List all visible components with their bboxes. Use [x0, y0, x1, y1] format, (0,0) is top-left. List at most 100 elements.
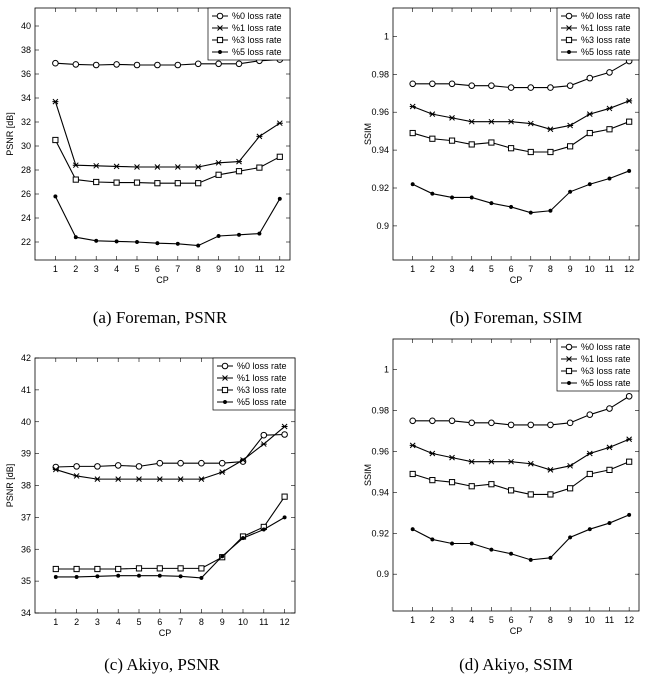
data-point-s1-3	[448, 417, 456, 425]
legend-label: %0 loss rate	[232, 11, 282, 21]
data-point-s3-3	[93, 178, 100, 186]
x-axis-label: CP	[510, 626, 523, 636]
data-point-s4-4	[116, 573, 121, 578]
data-point-s4-8	[548, 555, 553, 560]
x-tick-label: 1	[410, 264, 415, 274]
data-point-s3-7	[177, 565, 184, 572]
x-tick-label: 3	[450, 615, 455, 625]
data-point-s4-3	[95, 574, 100, 579]
chart-panel-3: 1 2 3 4 5 6 7 8 9 10 11 12343536373839404142CPPSNR …	[5, 353, 296, 674]
legend-label: %3 loss rate	[581, 35, 631, 45]
series-line-2	[55, 426, 285, 480]
data-point-s3-4	[468, 141, 475, 148]
data-point-s1-4	[468, 82, 476, 89]
data-point-s4-2	[430, 191, 435, 196]
legend-marker	[566, 49, 572, 55]
x-tick-label: 4	[114, 264, 119, 274]
data-point-s1-8	[198, 459, 205, 467]
legend-label: %5 loss rate	[581, 378, 631, 388]
x-tick-label: 5	[489, 615, 494, 625]
y-tick-label: 32	[21, 117, 31, 127]
data-point-s1-1	[409, 417, 416, 425]
data-point-s3-1	[409, 470, 416, 478]
x-tick-label: 1	[53, 264, 58, 274]
data-point-s1-9	[218, 459, 226, 467]
y-tick-label: 36	[21, 544, 31, 554]
data-point-s2-5	[488, 118, 495, 125]
data-point-s2-10	[236, 158, 242, 165]
x-tick-label: 12	[624, 264, 634, 274]
figure-caption: (a) Foreman, PSNR	[93, 308, 228, 327]
series-line-1	[412, 395, 630, 426]
x-tick-label: 8	[199, 617, 204, 627]
series-line-1	[55, 59, 280, 66]
data-point-s3-3	[448, 479, 456, 486]
data-point-s2-11	[606, 105, 613, 112]
data-point-s1-2	[72, 61, 80, 68]
series-line-2	[412, 100, 630, 130]
data-point-s3-2	[429, 477, 436, 484]
data-point-s2-6	[154, 164, 161, 170]
data-point-s2-9	[567, 462, 574, 469]
x-tick-label: 5	[489, 264, 494, 274]
y-tick-label: 0.92	[371, 528, 389, 538]
data-point-s1-11	[606, 69, 613, 76]
series-line-3	[412, 461, 630, 495]
data-point-s3-10	[235, 168, 243, 175]
data-point-s3-1	[52, 136, 59, 144]
x-tick-label: 5	[134, 264, 139, 274]
legend-marker	[565, 367, 573, 375]
data-point-s4-11	[257, 231, 262, 236]
data-point-s1-9	[215, 60, 222, 68]
data-point-s3-6	[507, 145, 515, 152]
figure-caption: (c) Akiyo, PSNR	[104, 655, 220, 674]
data-point-s2-9	[215, 159, 222, 166]
data-point-s1-8	[547, 84, 554, 91]
data-point-s2-1	[52, 98, 59, 105]
y-tick-label: 34	[21, 93, 31, 103]
data-point-s3-5	[488, 481, 495, 488]
data-point-s4-9	[220, 554, 225, 559]
x-tick-label: 9	[220, 617, 225, 627]
y-tick-label: 0.94	[371, 145, 389, 155]
data-point-s1-4	[468, 419, 476, 427]
series-line-4	[412, 170, 630, 214]
data-point-s4-7	[175, 241, 180, 246]
data-point-s2-9	[219, 469, 226, 475]
data-point-s3-8	[195, 180, 202, 187]
data-point-s1-6	[156, 459, 164, 467]
data-point-s3-11	[256, 164, 263, 171]
x-tick-label: 11	[605, 615, 614, 625]
data-point-s4-9	[216, 233, 221, 239]
y-axis-label: SSIM	[363, 123, 373, 145]
data-point-s4-6	[157, 573, 162, 578]
legend-label: %0 loss rate	[581, 11, 631, 21]
data-point-s3-2	[72, 176, 79, 183]
x-tick-label: 10	[585, 615, 595, 625]
data-point-s4-5	[134, 239, 140, 245]
legend-marker	[222, 375, 228, 381]
data-point-s3-12	[276, 153, 283, 160]
data-point-s3-4	[468, 483, 475, 490]
data-point-s3-4	[115, 565, 122, 573]
x-tick-label: 1	[53, 617, 58, 627]
y-tick-label: 35	[21, 576, 31, 586]
data-point-s4-1	[410, 527, 415, 532]
x-tick-label: 7	[528, 615, 533, 625]
data-point-s2-9	[567, 122, 574, 129]
data-point-s1-2	[429, 80, 436, 88]
data-point-s1-5	[133, 61, 141, 69]
data-point-s4-4	[469, 195, 474, 200]
data-point-s3-11	[606, 126, 613, 133]
series-line-2	[412, 438, 630, 471]
data-point-s4-4	[469, 541, 474, 546]
figure-caption: (d) Akiyo, SSIM	[459, 655, 573, 674]
data-point-s1-1	[409, 80, 416, 88]
data-point-s2-10	[240, 457, 246, 463]
data-point-s2-3	[94, 476, 101, 482]
legend-marker	[566, 380, 572, 386]
data-point-s3-2	[73, 565, 80, 573]
data-point-s4-11	[607, 176, 612, 181]
y-tick-label: 38	[21, 45, 31, 55]
